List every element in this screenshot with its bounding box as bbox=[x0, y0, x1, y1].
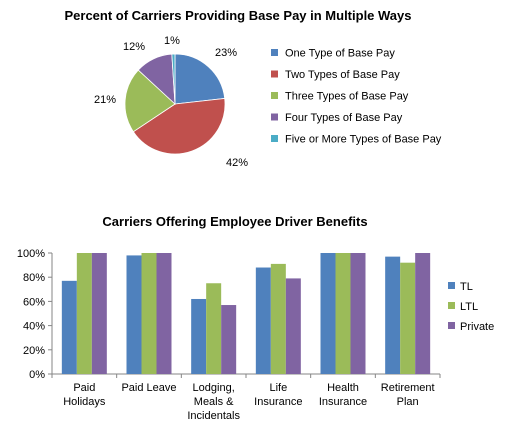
bar-private-lodging-meals-incidentals bbox=[221, 305, 237, 374]
bar-ltl-health-insurance bbox=[335, 253, 351, 374]
pie-slice-five-or-more-types-of-base-pay bbox=[171, 53, 176, 105]
y-tick-label: 100% bbox=[17, 248, 45, 260]
x-tick-label-paid-holidays: Holidays bbox=[63, 396, 106, 408]
bar-legend-swatch-ltl bbox=[448, 302, 455, 309]
pie-chart-title: Percent of Carriers Providing Base Pay i… bbox=[64, 8, 412, 23]
pie-value-label-one-type-of-base-pay: 23% bbox=[215, 47, 237, 59]
bar-tl-retirement-plan bbox=[385, 256, 401, 374]
pie-slice-one-type-of-base-pay bbox=[174, 53, 226, 105]
x-tick-label-lodging-meals-incidentals: Lodging, bbox=[193, 382, 235, 394]
bar-legend-label-ltl: LTL bbox=[460, 301, 478, 313]
bar-tl-life-insurance bbox=[255, 267, 271, 374]
bar-chart-title: Carriers Offering Employee Driver Benefi… bbox=[102, 214, 368, 229]
bar-ltl-paid-leave bbox=[141, 253, 157, 374]
bar-legend-swatch-tl bbox=[448, 282, 455, 289]
bar-legend-swatch-private bbox=[448, 322, 455, 329]
pie-legend-swatch-five-or-more-types-of-base-pay bbox=[271, 135, 278, 142]
y-tick-label: 20% bbox=[23, 345, 45, 357]
x-tick-label-lodging-meals-incidentals: Meals & bbox=[194, 396, 234, 408]
pie-legend-label-three-types-of-base-pay: Three Types of Base Pay bbox=[285, 91, 409, 103]
bar-tl-health-insurance bbox=[320, 253, 336, 374]
y-tick-label: 60% bbox=[23, 296, 45, 308]
bar-legend-label-tl: TL bbox=[460, 281, 473, 293]
bar-private-retirement-plan bbox=[415, 253, 431, 374]
bar-chart-canvas: 0% 20% 40% 60% 80% 100% Paid Holidays Paid Leave… bbox=[17, 248, 494, 422]
x-tick-label-lodging-meals-incidentals: Incidentals bbox=[187, 410, 240, 422]
bar-ltl-paid-holidays bbox=[76, 253, 92, 374]
bar-tl-lodging-meals-incidentals bbox=[191, 298, 207, 374]
pie-chart: Percent of Carriers Providing Base Pay i… bbox=[0, 0, 505, 200]
pie-legend-label-one-type-of-base-pay: One Type of Base Pay bbox=[285, 48, 395, 60]
pie-slice-two-types-of-base-pay bbox=[132, 98, 226, 155]
bar-private-life-insurance bbox=[285, 278, 301, 374]
pie-value-label-five-or-more-types-of-base-pay: 1% bbox=[164, 35, 180, 47]
y-tick-label: 0% bbox=[29, 369, 45, 381]
bar-ltl-lodging-meals-incidentals bbox=[206, 283, 222, 374]
bar-tl-paid-leave bbox=[126, 255, 142, 374]
bar-legend-label-private: Private bbox=[460, 321, 494, 333]
pie-value-label-four-types-of-base-pay: 12% bbox=[123, 41, 145, 53]
bar-tl-paid-holidays bbox=[61, 280, 77, 374]
pie-legend-swatch-four-types-of-base-pay bbox=[271, 113, 278, 121]
bar-private-health-insurance bbox=[350, 253, 366, 374]
bar-ltl-life-insurance bbox=[270, 263, 286, 374]
pie-chart-canvas: 23% 42% 21% 12% 1% One Type of Base Pay Two Ty… bbox=[94, 35, 442, 169]
pie-legend-swatch-one-type-of-base-pay bbox=[271, 49, 278, 56]
x-tick-label-paid-leave: Paid Leave bbox=[121, 382, 176, 394]
pie-legend-swatch-three-types-of-base-pay bbox=[271, 92, 278, 99]
x-tick-label-retirement-plan: Retirement bbox=[381, 382, 435, 394]
x-tick-label-life-insurance: Insurance bbox=[254, 396, 302, 408]
x-tick-label-retirement-plan: Plan bbox=[397, 396, 419, 408]
x-tick-label-health-insurance: Health bbox=[327, 382, 359, 394]
pie-legend-label-four-types-of-base-pay: Four Types of Base Pay bbox=[285, 112, 403, 124]
pie-slice-three-types-of-base-pay bbox=[124, 69, 176, 133]
pie-value-label-three-types-of-base-pay: 21% bbox=[94, 94, 116, 106]
bar-private-paid-leave bbox=[156, 253, 172, 374]
pie-value-label-two-types-of-base-pay: 42% bbox=[226, 157, 248, 169]
x-tick-label-life-insurance: Life bbox=[269, 382, 287, 394]
bar-ltl-retirement-plan bbox=[400, 262, 416, 374]
pie-legend-label-two-types-of-base-pay: Two Types of Base Pay bbox=[285, 69, 400, 81]
y-tick-label: 80% bbox=[23, 272, 45, 284]
bar-chart: Carriers Offering Employee Driver Benefi… bbox=[0, 205, 505, 441]
bar-private-paid-holidays bbox=[91, 253, 107, 374]
pie-legend-label-five-or-more-types-of-base-pay: Five or More Types of Base Pay bbox=[285, 134, 442, 146]
x-tick-label-paid-holidays: Paid bbox=[73, 382, 95, 394]
y-tick-label: 40% bbox=[23, 321, 45, 333]
pie-legend-swatch-two-types-of-base-pay bbox=[271, 70, 278, 78]
x-tick-label-health-insurance: Insurance bbox=[319, 396, 367, 408]
